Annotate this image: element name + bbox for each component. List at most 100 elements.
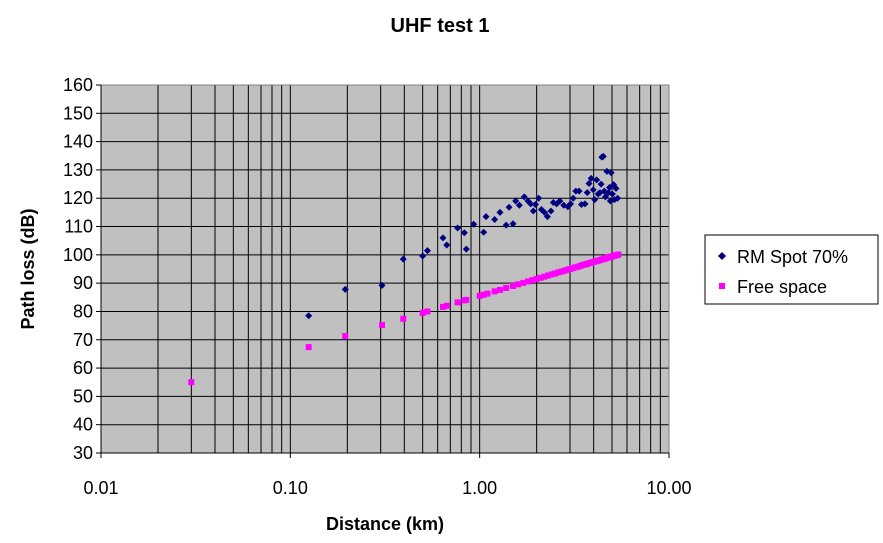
data-point-rm-spot <box>614 194 622 202</box>
y-tick-label: 30 <box>73 443 93 463</box>
data-point-rm-spot <box>454 224 462 232</box>
data-point-rm-spot <box>547 207 555 215</box>
x-tick-label: 1.00 <box>462 478 497 498</box>
data-point-rm-spot <box>496 208 504 216</box>
plot-background <box>101 85 669 453</box>
data-point-rm-spot <box>531 200 539 208</box>
data-point-rm-spot <box>585 180 593 188</box>
data-point-rm-spot <box>527 200 535 208</box>
data-point-free-space <box>419 309 426 316</box>
data-point-free-space <box>424 308 431 315</box>
data-point-rm-spot <box>482 213 490 221</box>
data-point-rm-spot <box>399 255 407 263</box>
data-point-free-space <box>520 279 527 286</box>
data-point-rm-spot <box>540 208 548 216</box>
data-point-rm-spot <box>608 190 616 198</box>
data-point-rm-spot <box>575 187 583 195</box>
y-tick-label: 130 <box>63 160 93 180</box>
legend-marker-free-space <box>719 283 725 289</box>
data-point-rm-spot <box>591 196 599 204</box>
data-point-free-space <box>615 251 622 258</box>
legend: RM Spot 70% Free space <box>704 234 879 305</box>
data-point-free-space <box>305 344 312 351</box>
data-point-free-space <box>524 278 531 285</box>
y-tick-label: 70 <box>73 330 93 350</box>
data-point-free-space <box>548 271 555 278</box>
y-tick-label: 100 <box>63 245 93 265</box>
data-point-rm-spot <box>305 312 313 320</box>
data-point-rm-spot <box>443 241 451 249</box>
y-tick-label: 50 <box>73 386 93 406</box>
data-point-free-space <box>555 269 562 276</box>
data-point-rm-spot <box>543 213 551 221</box>
data-point-free-space <box>533 275 540 282</box>
data-point-free-space <box>541 273 548 280</box>
data-point-rm-spot <box>569 194 577 202</box>
y-tick-label: 80 <box>73 301 93 321</box>
legend-label-rm-spot: RM Spot 70% <box>737 247 848 267</box>
data-point-rm-spot <box>462 245 470 253</box>
data-point-free-space <box>400 315 407 322</box>
chart-title: UHF test 1 <box>391 15 490 37</box>
x-tick-label: 0.01 <box>83 478 118 498</box>
data-point-rm-spot <box>509 220 517 228</box>
y-tick-label: 150 <box>63 103 93 123</box>
series-0 <box>305 152 622 320</box>
data-point-rm-spot <box>583 189 591 197</box>
data-point-rm-spot <box>602 193 610 201</box>
data-point-rm-spot <box>480 228 488 236</box>
x-tick-label: 10.00 <box>646 478 691 498</box>
data-point-rm-spot <box>341 285 349 293</box>
data-point-free-space <box>484 290 491 297</box>
data-point-rm-spot <box>515 201 523 209</box>
data-point-free-space <box>439 303 446 310</box>
data-point-free-space <box>491 288 498 295</box>
legend-label-free-space: Free space <box>737 277 827 297</box>
data-point-rm-spot <box>607 169 615 177</box>
data-point-free-space <box>510 282 517 289</box>
data-point-free-space <box>552 270 559 277</box>
data-point-rm-spot <box>597 180 605 188</box>
y-tick-label: 90 <box>73 273 93 293</box>
data-point-rm-spot <box>529 207 537 215</box>
data-point-free-space <box>454 299 461 306</box>
data-point-free-space <box>537 274 544 281</box>
data-point-rm-spot <box>512 197 520 205</box>
data-point-free-space <box>496 286 503 293</box>
data-point-rm-spot <box>556 197 564 205</box>
y-tick-label: 110 <box>64 217 93 237</box>
legend-box <box>704 234 879 305</box>
data-point-rm-spot <box>491 215 499 223</box>
y-tick-label: 40 <box>73 415 93 435</box>
data-point-free-space <box>476 292 483 299</box>
data-point-free-space <box>545 272 552 279</box>
data-point-rm-spot <box>423 247 431 255</box>
axes: 30 40 50 60 70 80 90 100 110 120 130 140 150 160 0.01… <box>63 75 692 498</box>
series-1 <box>188 251 622 386</box>
data-point-rm-spot <box>470 220 478 228</box>
data-point-rm-spot <box>587 174 595 182</box>
data-point-rm-spot <box>535 194 543 202</box>
y-tick-label: 140 <box>63 132 93 152</box>
data-point-free-space <box>529 277 536 284</box>
data-point-free-space <box>379 322 386 329</box>
data-point-free-space <box>342 333 349 340</box>
data-point-rm-spot <box>439 234 447 242</box>
data-point-rm-spot <box>589 186 597 194</box>
y-tick-label: 160 <box>63 75 93 95</box>
data-point-rm-spot <box>419 252 427 260</box>
x-tick-label: 0.10 <box>273 478 308 498</box>
x-axis-ticks: 0.01 0.10 1.00 10.00 <box>83 453 692 498</box>
data-point-rm-spot <box>460 229 468 237</box>
data-point-rm-spot <box>567 200 575 208</box>
data-point-free-space <box>463 296 470 303</box>
y-tick-label: 60 <box>73 358 93 378</box>
data-point-rm-spot <box>378 281 386 289</box>
data-point-free-space <box>480 291 487 298</box>
data-point-rm-spot <box>599 152 607 160</box>
data-point-free-space <box>443 302 450 309</box>
data-point-rm-spot <box>502 221 510 229</box>
data-point-rm-spot <box>612 184 620 192</box>
